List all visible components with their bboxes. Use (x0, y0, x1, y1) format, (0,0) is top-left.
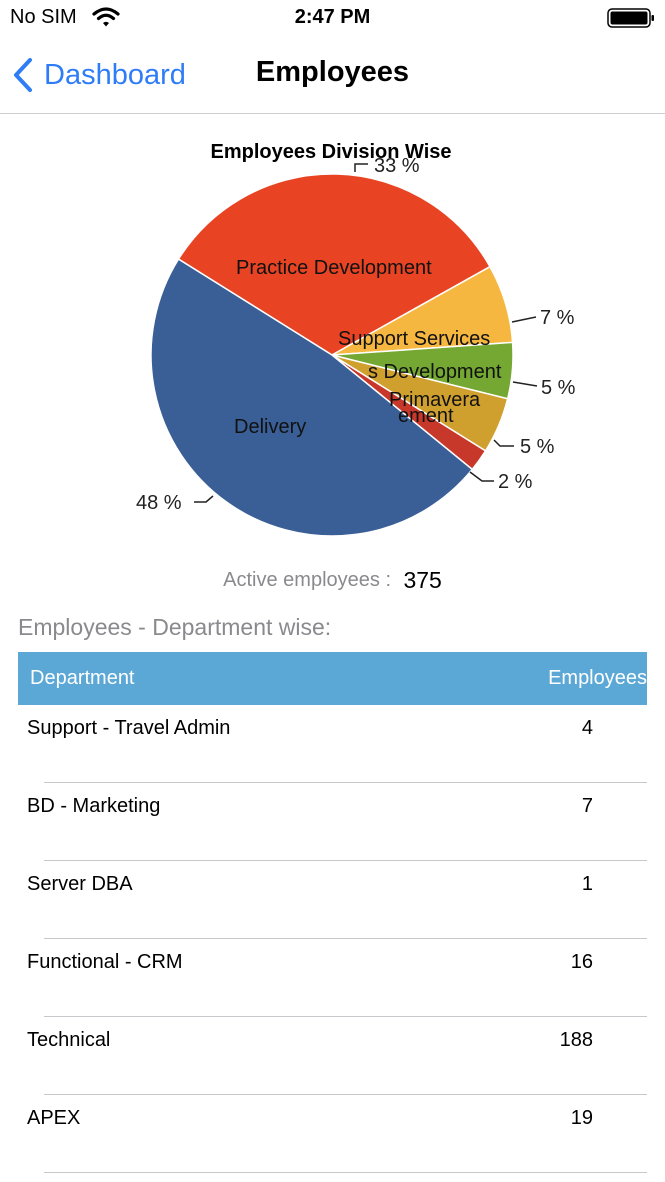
leader-line-practice (354, 163, 368, 172)
division-pie-chart: Employees Division Wise 33 % 7 % 5 % 5 %… (136, 141, 576, 537)
department-table: Department Employees Support - Travel Ad… (18, 652, 647, 1173)
status-bar: No SIM 2:47 PM (0, 0, 665, 40)
slice-label-support: Support Services (338, 328, 490, 350)
table-row[interactable]: Server DBA 1 (27, 861, 647, 939)
back-button[interactable]: Dashboard (12, 52, 186, 98)
status-time: 2:47 PM (294, 6, 371, 28)
leader-line-support (511, 316, 537, 323)
row-employees: 4 (581, 717, 593, 739)
row-employees: 188 (559, 1029, 593, 1051)
pie-slice-delivery (150, 258, 474, 537)
pct-label-business: 5 % (541, 377, 576, 399)
pct-label-delivery: 48 % (136, 492, 182, 514)
chevron-left-icon (14, 58, 32, 92)
pct-label-other: 2 % (498, 471, 533, 493)
column-header-employees: Employees (548, 667, 647, 689)
row-department: Technical (27, 1029, 111, 1051)
active-employees-label: Active employees : (223, 569, 392, 591)
pct-label-practice: 33 % (374, 155, 420, 177)
pie-slices (150, 173, 514, 537)
table-row[interactable]: Support - Travel Admin 4 (27, 705, 647, 783)
table-row[interactable]: Technical 188 (27, 1017, 647, 1095)
row-department: APEX (27, 1107, 81, 1129)
row-department: BD - Marketing (27, 795, 161, 817)
navigation-bar: Dashboard Employees (0, 40, 665, 114)
chart-title: Employees Division Wise (210, 141, 451, 163)
table-row[interactable]: APEX 19 (27, 1095, 647, 1173)
table-row[interactable]: Functional - CRM 16 (27, 939, 647, 1017)
leader-lines (194, 163, 538, 503)
leader-line-primavera (493, 439, 514, 447)
active-employees-value: 375 (403, 567, 442, 593)
slice-label-business: s Development (368, 361, 502, 383)
battery-icon (607, 8, 654, 28)
row-employees: 7 (581, 795, 593, 817)
slice-label-primavera-line1: Primavera (389, 389, 481, 411)
row-department: Functional - CRM (27, 951, 183, 973)
slice-label-practice: Practice Development (236, 257, 432, 279)
row-employees: 16 (570, 951, 593, 973)
row-department: Support - Travel Admin (27, 717, 231, 739)
pct-label-primavera: 5 % (520, 436, 555, 458)
leader-line-business (512, 381, 538, 387)
slice-label-delivery: Delivery (234, 416, 306, 438)
slice-label-primavera-line2: ement (398, 405, 454, 427)
leader-line-other (469, 471, 494, 482)
page-title: Employees (255, 56, 410, 88)
column-header-department: Department (30, 667, 135, 689)
carrier-label: No SIM (10, 6, 77, 28)
row-employees: 19 (570, 1107, 593, 1129)
pct-label-support: 7 % (540, 307, 575, 329)
leader-line-delivery (194, 495, 214, 503)
table-header: Department Employees (18, 652, 647, 705)
wifi-icon (92, 7, 120, 27)
table-row[interactable]: BD - Marketing 7 (27, 783, 647, 861)
row-department: Server DBA (27, 873, 133, 895)
row-employees: 1 (581, 873, 593, 895)
active-employees-summary: Active employees : 375 (0, 565, 665, 593)
back-button-label: Dashboard (44, 58, 186, 91)
section-title: Employees - Department wise: (18, 614, 332, 640)
